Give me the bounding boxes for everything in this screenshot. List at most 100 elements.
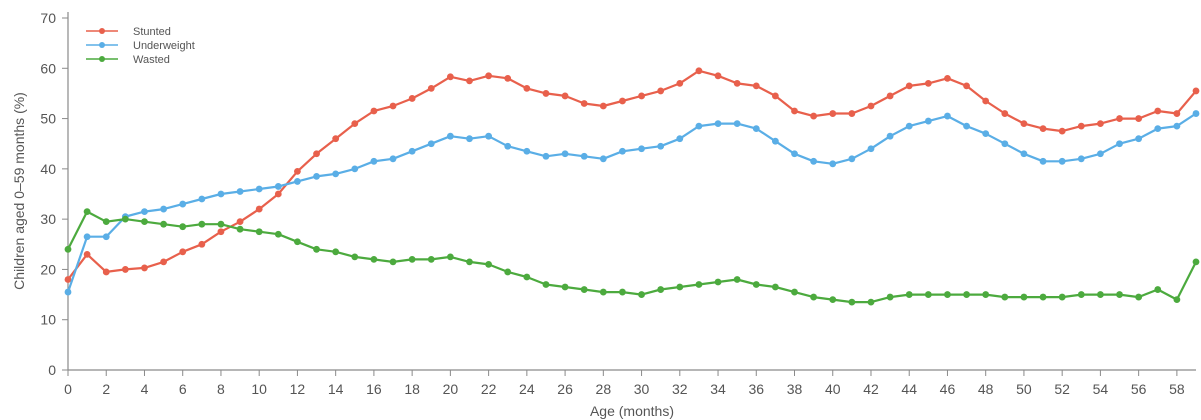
data-point-wasted	[1154, 286, 1162, 293]
data-point-stunted	[771, 92, 779, 100]
data-point-stunted	[848, 110, 856, 117]
data-point-underweight	[599, 155, 607, 163]
data-point-stunted	[446, 73, 454, 81]
legend-swatch-marker	[99, 56, 105, 62]
x-tick-label: 30	[634, 381, 650, 397]
y-tick-label: 40	[40, 161, 56, 177]
data-point-stunted	[657, 87, 665, 95]
x-tick-label: 50	[1016, 381, 1032, 397]
series-line-underweight	[66, 112, 1197, 293]
data-point-stunted	[332, 135, 340, 143]
data-point-underweight	[332, 170, 340, 178]
data-point-wasted	[1077, 291, 1085, 298]
data-point-stunted	[313, 150, 320, 158]
data-point-wasted	[217, 220, 225, 228]
data-point-underweight	[523, 147, 531, 155]
data-point-stunted	[542, 90, 550, 97]
data-point-wasted	[64, 245, 72, 253]
data-point-underweight	[313, 173, 320, 180]
y-tick-label: 0	[48, 362, 56, 378]
data-point-stunted	[389, 102, 397, 110]
legend-swatch-marker	[99, 42, 105, 48]
data-point-stunted	[236, 218, 244, 226]
x-tick-label: 14	[328, 381, 344, 397]
data-point-stunted	[982, 97, 990, 105]
x-tick-label: 0	[64, 381, 72, 397]
data-point-underweight	[102, 233, 110, 241]
series-line-wasted	[67, 210, 1197, 304]
data-point-underweight	[848, 155, 856, 163]
data-point-stunted	[1077, 122, 1085, 130]
legend-label: Underweight	[133, 40, 195, 52]
data-point-wasted	[982, 291, 990, 298]
data-point-stunted	[1058, 127, 1066, 135]
data-point-underweight	[274, 183, 282, 190]
data-point-wasted	[638, 291, 645, 298]
data-point-wasted	[733, 276, 741, 283]
legend-label: Wasted	[133, 54, 170, 66]
x-tick-label: 12	[290, 381, 306, 397]
data-point-wasted	[389, 258, 397, 266]
data-point-wasted	[867, 298, 875, 306]
series-wasted	[64, 208, 1200, 306]
data-point-wasted	[924, 291, 932, 298]
data-point-stunted	[829, 110, 837, 117]
legend-swatch-marker	[99, 28, 105, 34]
data-point-stunted	[160, 258, 167, 266]
x-tick-label: 2	[102, 381, 110, 397]
x-tick-label: 44	[901, 381, 917, 397]
data-point-wasted	[619, 288, 626, 296]
data-point-underweight	[351, 165, 359, 173]
data-point-stunted	[1192, 87, 1200, 95]
data-point-stunted	[102, 268, 110, 276]
data-point-wasted	[179, 223, 187, 231]
data-point-underweight	[427, 140, 435, 148]
data-point-stunted	[944, 74, 951, 82]
data-point-wasted	[351, 253, 359, 261]
x-tick-label: 54	[1093, 381, 1109, 397]
y-tick-label: 20	[40, 261, 56, 277]
data-point-wasted	[1097, 291, 1104, 298]
data-point-stunted	[886, 92, 894, 100]
data-point-stunted	[1154, 107, 1162, 115]
data-point-wasted	[198, 220, 206, 228]
data-point-wasted	[1039, 293, 1047, 301]
y-tick-label: 30	[40, 211, 56, 227]
data-point-stunted	[217, 228, 225, 236]
data-point-stunted	[198, 240, 206, 248]
y-tick-label: 10	[40, 312, 56, 328]
data-point-underweight	[446, 132, 454, 140]
x-tick-label: 36	[748, 381, 764, 397]
data-point-underweight	[294, 178, 301, 185]
data-point-stunted	[370, 107, 378, 115]
data-point-wasted	[1001, 293, 1009, 301]
data-point-underweight	[810, 157, 818, 165]
data-point-wasted	[523, 273, 531, 281]
data-point-wasted	[1116, 291, 1123, 298]
data-point-stunted	[810, 112, 818, 120]
data-point-underweight	[1173, 122, 1181, 130]
data-point-stunted	[676, 79, 684, 87]
data-point-stunted	[905, 82, 913, 90]
data-point-wasted	[236, 225, 244, 233]
data-point-underweight	[695, 122, 703, 130]
x-tick-label: 6	[179, 381, 187, 397]
data-point-underweight	[791, 150, 798, 158]
data-point-stunted	[523, 85, 531, 92]
data-point-wasted	[542, 281, 550, 288]
x-tick-label: 24	[519, 381, 535, 397]
x-tick-label: 16	[366, 381, 382, 397]
legend-item-wasted: Wasted	[86, 54, 170, 66]
data-point-underweight	[1097, 150, 1104, 158]
data-point-wasted	[83, 208, 91, 216]
x-tick-label: 8	[217, 381, 225, 397]
data-point-underweight	[370, 157, 378, 165]
y-axis-title: Children aged 0–59 months (%)	[11, 92, 27, 290]
data-point-wasted	[141, 218, 148, 226]
data-point-underweight	[924, 117, 932, 125]
data-point-wasted	[294, 238, 301, 246]
data-point-wasted	[446, 253, 454, 261]
data-point-underweight	[1116, 140, 1123, 148]
data-point-wasted	[255, 228, 263, 236]
data-point-underweight	[64, 288, 72, 296]
